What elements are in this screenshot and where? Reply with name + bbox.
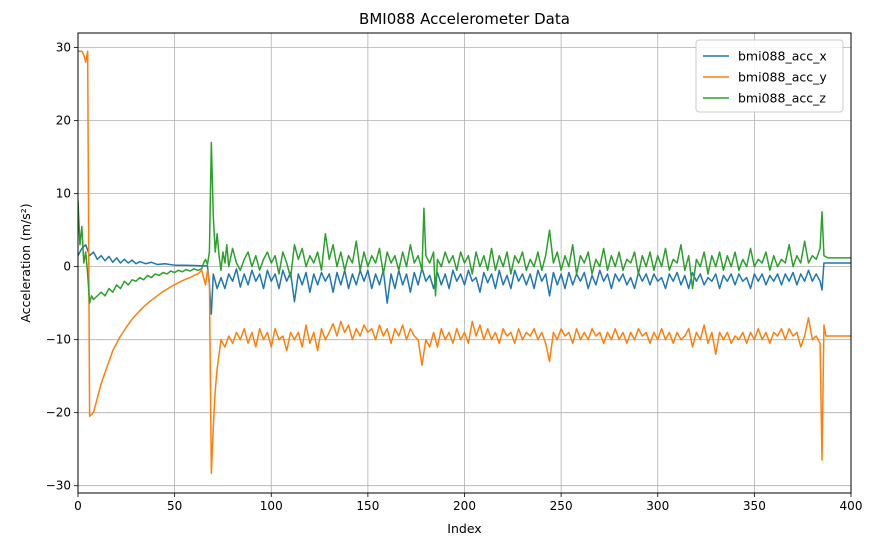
y-tick-label: 20 — [56, 114, 71, 128]
y-tick-label: −10 — [46, 333, 71, 347]
y-tick-label: −20 — [46, 406, 71, 420]
x-tick-label: 50 — [167, 499, 182, 513]
legend-box — [695, 39, 844, 113]
x-tick-label: 300 — [646, 499, 669, 513]
x-tick-label: 200 — [453, 499, 476, 513]
y-axis: −30 −20 −10 0 10 20 30 — [46, 41, 78, 493]
series-line-bmi088_acc_y — [78, 50, 851, 475]
y-tick-label: 10 — [56, 187, 71, 201]
x-axis: 0 50 100 150 200 250 300 350 400 — [74, 493, 862, 513]
y-tick-label: 0 — [63, 260, 71, 274]
x-axis-title: Index — [447, 521, 481, 536]
series-layer — [78, 50, 851, 475]
y-axis-title: Acceleration (m/s²) — [18, 203, 33, 322]
legend-label: bmi088_acc_z — [738, 91, 826, 106]
x-tick-label: 150 — [356, 499, 379, 513]
series-line-bmi088_acc_x — [78, 244, 851, 315]
y-tick-label: −30 — [46, 479, 71, 493]
legend-label: bmi088_acc_y — [738, 70, 827, 85]
y-tick-label: 30 — [56, 41, 71, 55]
x-tick-label: 400 — [840, 499, 863, 513]
x-tick-label: 0 — [74, 499, 82, 513]
x-tick-label: 250 — [550, 499, 573, 513]
chart-title: BMI088 Accelerometer Data — [359, 10, 570, 28]
x-tick-label: 350 — [743, 499, 766, 513]
legend: bmi088_acc_x bmi088_acc_y bmi088_acc_z — [695, 39, 844, 113]
x-tick-label: 100 — [260, 499, 283, 513]
series-line-bmi088_acc_z — [78, 141, 851, 304]
legend-label: bmi088_acc_x — [738, 49, 827, 64]
